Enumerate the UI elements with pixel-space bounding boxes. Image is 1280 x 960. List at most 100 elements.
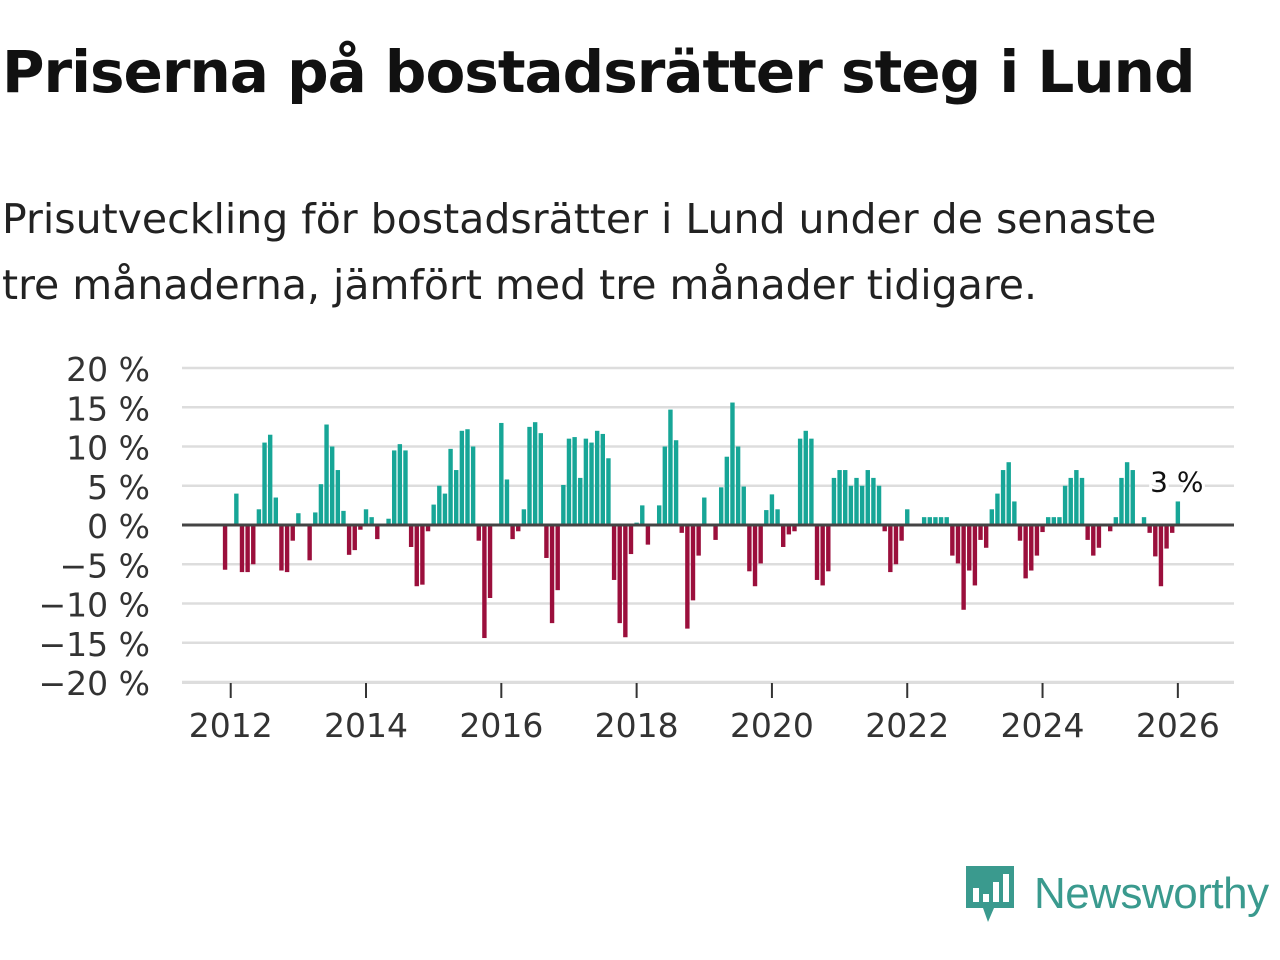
bar: [386, 518, 391, 525]
bar: [1119, 477, 1124, 525]
bar: [1096, 525, 1102, 548]
y-tick-label: −20 %: [39, 664, 151, 703]
bar: [262, 442, 267, 525]
x-tick-label: 2020: [730, 706, 814, 745]
bar: [532, 422, 538, 525]
bar: [431, 504, 436, 525]
bar: [1017, 525, 1023, 541]
subtitle-line-1: Prisutveckling för bostadsrätter i Lund …: [2, 195, 1157, 243]
bar: [329, 446, 335, 525]
bar: [352, 525, 357, 551]
bar: [499, 422, 504, 525]
newsworthy-logo-icon: [966, 866, 1014, 922]
bar: [448, 448, 453, 525]
bar: [724, 456, 730, 525]
bar: [792, 525, 797, 532]
bar: [459, 430, 465, 525]
bar: [837, 470, 842, 525]
bar: [797, 438, 803, 525]
bar: [893, 525, 899, 565]
bar: [758, 525, 763, 564]
bar: [848, 485, 854, 525]
bar: [769, 494, 775, 525]
bar: [1113, 517, 1119, 525]
y-axis-labels: 20 %15 %10 %5 %0 %−5 %−10 %−15 %−20 %: [39, 350, 151, 703]
bar: [1000, 470, 1006, 525]
bar: [747, 525, 752, 572]
bar: [899, 525, 904, 541]
bar: [933, 517, 938, 525]
bar: [718, 487, 724, 525]
bar: [256, 509, 262, 525]
bar: [1006, 462, 1011, 525]
bar: [741, 486, 746, 525]
bar: [516, 525, 521, 532]
bar: [1057, 517, 1062, 525]
bar: [871, 477, 876, 525]
bar: [527, 426, 532, 526]
bar: [690, 525, 696, 601]
bar: [363, 509, 369, 525]
chart-title: Priserna på bostadsrätter steg i Lund: [2, 38, 1195, 106]
bar: [656, 505, 662, 526]
bar: [408, 525, 414, 547]
bar: [318, 484, 324, 525]
y-tick-label: −5 %: [60, 546, 151, 585]
bar: [521, 509, 527, 525]
bar: [284, 525, 290, 573]
bar: [279, 525, 284, 571]
bar: [764, 510, 769, 525]
bar: [583, 438, 589, 525]
bar: [888, 525, 893, 573]
bar: [831, 477, 837, 525]
x-tick-label: 2022: [865, 706, 949, 745]
bar: [1124, 462, 1130, 525]
x-axis: 2012 2014 2016 2018 2020 2022 2024 2026: [182, 682, 1234, 745]
bar: [1108, 525, 1113, 532]
bar: [927, 517, 932, 525]
bar: [1091, 525, 1096, 556]
annotation: 3 %: [1147, 462, 1206, 501]
y-tick-label: −15 %: [39, 625, 151, 664]
bar: [967, 525, 972, 571]
bar: [234, 493, 239, 525]
bar: [905, 509, 910, 525]
bar: [961, 525, 966, 610]
bar: [437, 485, 442, 525]
bar: [420, 525, 425, 585]
y-tick-label: 5 %: [87, 468, 150, 507]
bar: [921, 517, 927, 525]
bar: [876, 485, 882, 525]
x-tick-label: 2026: [1136, 706, 1220, 745]
bar: [702, 497, 707, 525]
bar: [600, 433, 605, 525]
bar: [955, 525, 961, 564]
bar: [995, 493, 1000, 525]
bar: [1062, 485, 1068, 525]
bar: [358, 525, 363, 530]
bar: [482, 525, 487, 639]
bar: [538, 433, 543, 525]
bar: [245, 525, 250, 573]
bar: [589, 442, 594, 525]
bar: [1175, 501, 1181, 525]
y-tick-label: 15 %: [66, 389, 150, 428]
bar: [775, 509, 780, 525]
bar: [465, 429, 470, 525]
bars: [222, 402, 1181, 639]
bar: [578, 477, 583, 525]
bar: [1085, 525, 1090, 540]
chart-subtitle: Prisutveckling för bostadsrätter i Lund …: [2, 186, 1272, 318]
bar: [606, 458, 611, 525]
bar: [865, 470, 870, 525]
bar: [972, 525, 978, 586]
x-tick-label: 2012: [189, 706, 273, 745]
bar-chart: 20 %15 %10 %5 %0 %−5 %−10 %−15 %−20 % 20…: [39, 350, 1234, 745]
bar: [809, 438, 814, 525]
bar: [696, 525, 701, 556]
bar: [341, 510, 346, 525]
bar: [369, 517, 374, 525]
bar: [938, 517, 944, 525]
bar: [978, 525, 983, 540]
bar: [222, 525, 228, 570]
